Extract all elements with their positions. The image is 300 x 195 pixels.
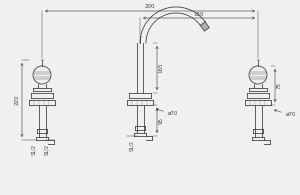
Text: 75: 75 [277, 82, 281, 89]
Text: S1/2: S1/2 [32, 144, 37, 155]
Text: S1/2: S1/2 [44, 144, 50, 155]
Text: 95: 95 [158, 117, 164, 124]
Text: ø70: ø70 [168, 111, 178, 115]
Text: S1/2: S1/2 [130, 140, 134, 151]
Text: 220: 220 [15, 95, 20, 105]
Text: ø70: ø70 [286, 112, 296, 116]
Text: 165: 165 [158, 63, 164, 73]
Text: 200: 200 [145, 4, 155, 10]
Text: 150: 150 [194, 12, 204, 17]
